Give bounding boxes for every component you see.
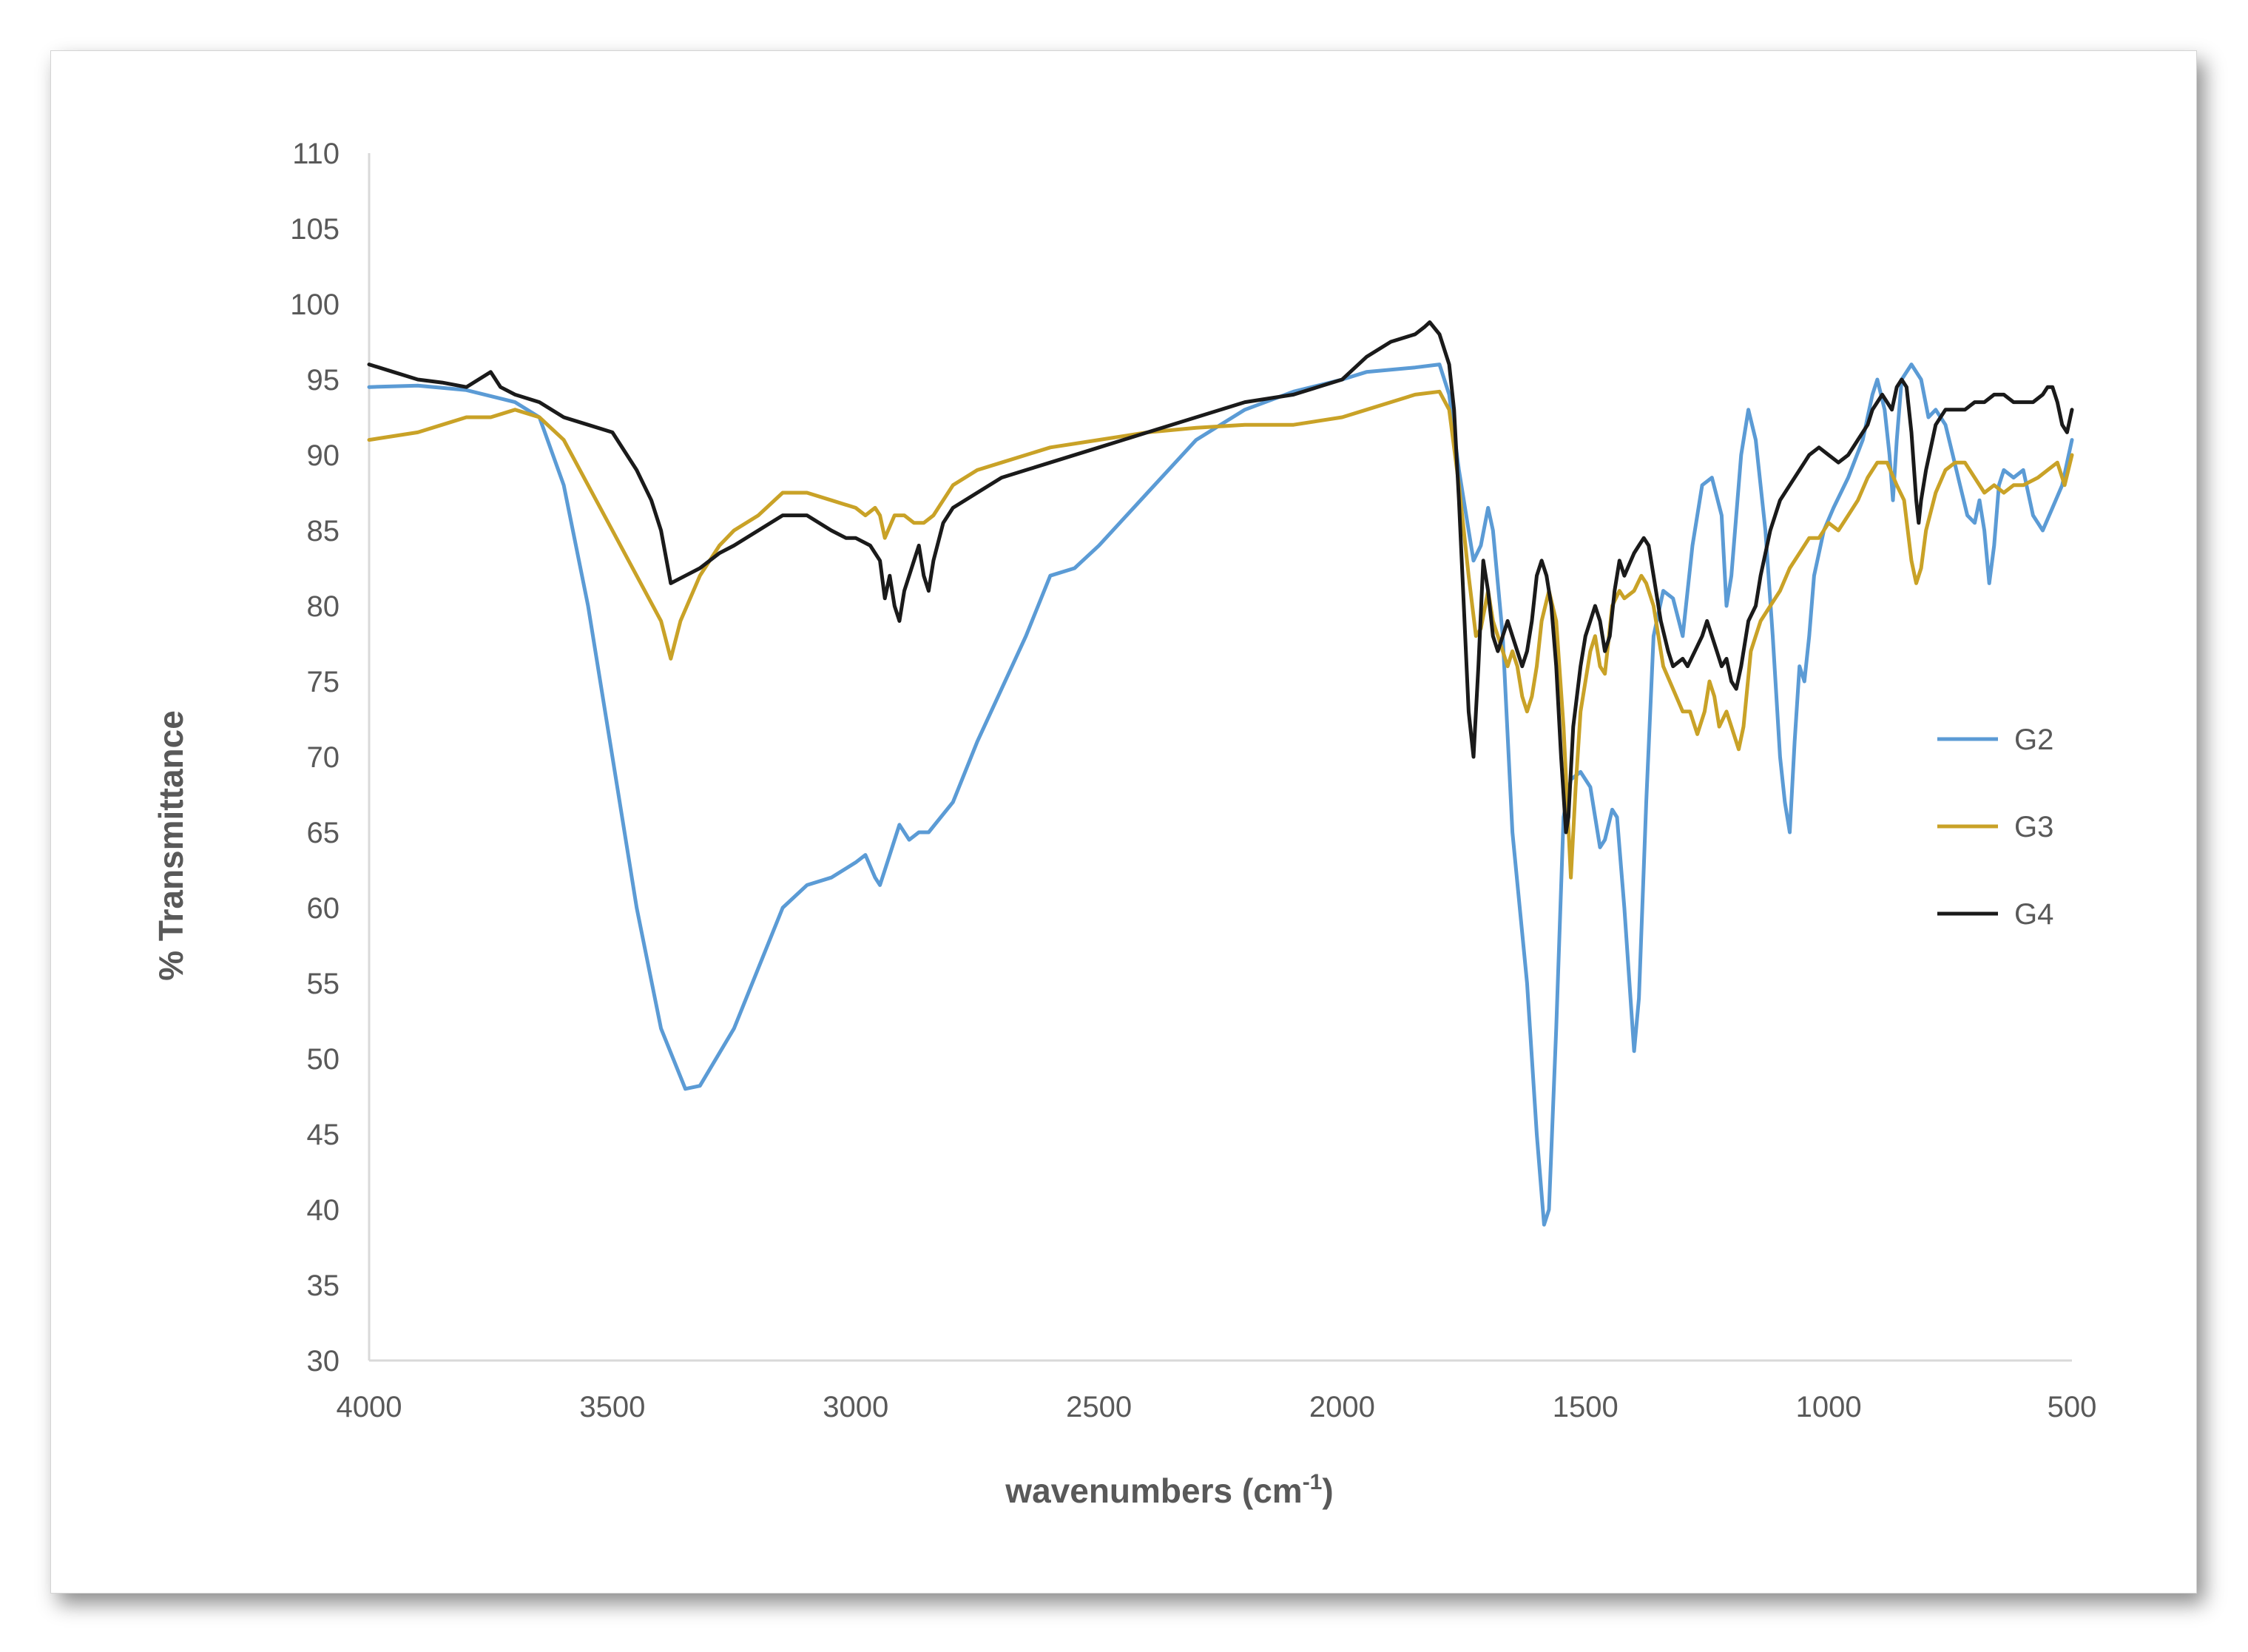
x-tick-label: 1000: [1796, 1391, 1862, 1423]
y-tick-label: 65: [307, 817, 340, 849]
y-tick-label: 85: [307, 515, 340, 547]
x-tick-label: 2000: [1309, 1391, 1375, 1423]
legend-label-g4: G4: [2014, 898, 2053, 931]
y-tick-label: 90: [307, 439, 340, 472]
series-line-g3: [367, 389, 2074, 880]
axes-layer: [368, 153, 2072, 1362]
x-tick-label: 1500: [1553, 1391, 1619, 1423]
x-tick-label: 2500: [1066, 1391, 1132, 1423]
y-tick-label: 80: [307, 590, 340, 623]
x-tick-label: 3500: [579, 1391, 645, 1423]
x-axis-title: wavenumbers (cm-1): [1005, 1470, 1333, 1510]
x-tick-labels: 4000 3500 3000 2500 2000 1500 1000 500: [337, 1391, 2097, 1423]
x-axis-title-main: wavenumbers (cm: [1005, 1471, 1302, 1510]
series-line-g4: [367, 320, 2074, 835]
legend-label-g2: G2: [2014, 724, 2053, 756]
y-tick-label: 100: [290, 289, 340, 321]
y-tick-labels: 30 35 40 45 50 55 60 65 70 75 80 85 90 95 100 105 110: [290, 138, 340, 1378]
y-tick-label: 105: [290, 213, 340, 246]
x-axis-title-superscript: -1: [1303, 1470, 1323, 1494]
y-tick-label: 40: [307, 1194, 340, 1227]
chart-frame: 30 35 40 45 50 55 60 65 70 75 80 85 90 95 100 105 110 40…: [50, 50, 2197, 1594]
chart-svg: 30 35 40 45 50 55 60 65 70 75 80 85 90 95 100 105 110 40…: [152, 138, 2097, 1510]
y-tick-label: 35: [307, 1270, 340, 1302]
x-tick-label: 3000: [823, 1391, 888, 1423]
series-layer: [367, 320, 2074, 1227]
y-tick-label: 50: [307, 1043, 340, 1076]
legend: G2 G3 G4: [1937, 724, 2053, 931]
y-tick-label: 110: [292, 138, 340, 170]
y-tick-label: 70: [307, 741, 340, 774]
y-tick-label: 75: [307, 666, 340, 698]
y-tick-label: 60: [307, 892, 340, 925]
y-axis-title: % Transmittance: [152, 710, 190, 981]
x-axis-title-tail: ): [1322, 1471, 1333, 1510]
y-tick-label: 55: [307, 968, 340, 1000]
legend-label-g3: G3: [2014, 811, 2053, 843]
series-line-g2: [367, 363, 2074, 1227]
y-tick-label: 95: [307, 364, 340, 397]
y-tick-label: 45: [307, 1119, 340, 1151]
x-tick-label: 500: [2048, 1391, 2097, 1423]
y-tick-label: 30: [307, 1345, 340, 1378]
x-tick-label: 4000: [337, 1391, 402, 1423]
